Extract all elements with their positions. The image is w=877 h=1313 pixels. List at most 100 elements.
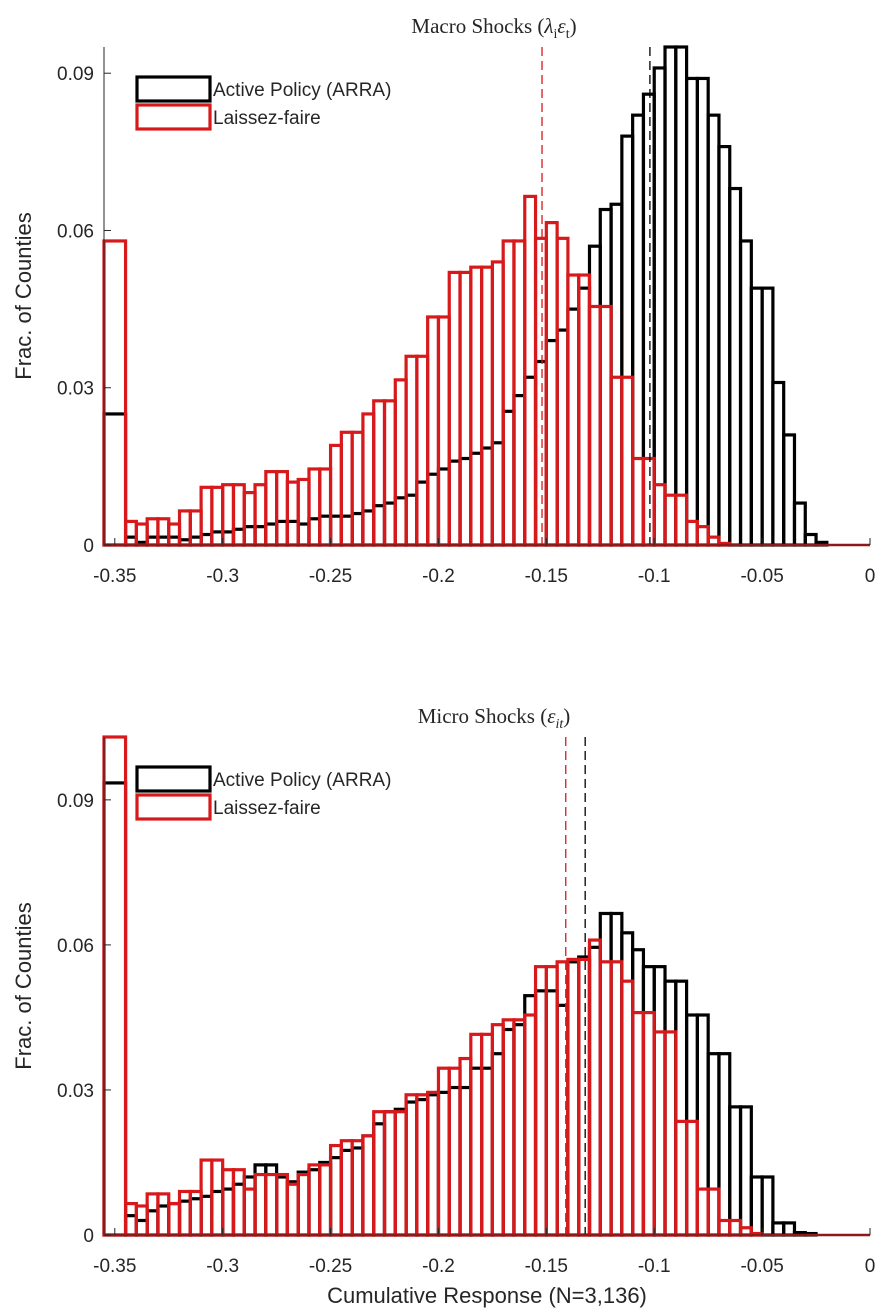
histogram-bar <box>361 412 376 547</box>
histogram-bar <box>512 394 527 547</box>
histogram-bar <box>684 1013 699 1237</box>
histogram-bar <box>426 1090 441 1237</box>
panel-micro-shocks: -0.35 -0.3 -0.25 -0.2 -0.15 -0.1 -0.05 0 0 0.03 0.… <box>11 704 875 1308</box>
histogram-bar <box>426 315 441 547</box>
histogram-bar <box>242 1187 257 1237</box>
x-tick-label: -0.2 <box>422 566 455 587</box>
histogram-bar <box>393 1110 408 1237</box>
histogram-bar <box>393 378 408 547</box>
histogram-bar <box>372 1110 387 1237</box>
histogram-bar <box>501 409 516 547</box>
histogram-bar <box>587 938 602 1237</box>
x-tick-label: -0.35 <box>93 1256 136 1277</box>
histogram-bar <box>598 960 613 1237</box>
y-axis-label: Frac. of Counties <box>11 212 36 380</box>
histogram-bar <box>318 467 333 547</box>
histogram-bar <box>652 483 667 547</box>
x-tick-label: -0.05 <box>740 566 783 587</box>
histogram-bar <box>663 493 678 547</box>
histogram-bar <box>458 270 473 547</box>
x-tick-label: -0.2 <box>422 1256 455 1277</box>
x-tick-label: -0.3 <box>206 566 239 587</box>
histogram-bar <box>188 1197 203 1237</box>
histogram-bar <box>339 514 354 547</box>
histogram-bar <box>544 989 559 1237</box>
histogram-bar <box>587 244 602 547</box>
histogram-bar <box>242 490 257 547</box>
histogram-bar <box>339 1139 354 1237</box>
histogram-bar <box>555 960 570 1237</box>
histogram-bar <box>620 375 635 547</box>
x-tick-label: -0.25 <box>309 566 352 587</box>
histogram-bar <box>275 1175 290 1237</box>
histogram-bar <box>167 1201 182 1237</box>
histogram-bar <box>210 1158 225 1237</box>
histogram-bar <box>566 273 581 547</box>
histogram-bar <box>275 1172 290 1237</box>
histogram-bar <box>167 522 182 547</box>
histogram-bar <box>285 480 300 547</box>
histogram-bar <box>587 304 602 547</box>
histogram-bar <box>167 1201 182 1237</box>
histogram-bar <box>221 1168 236 1237</box>
histogram-bar <box>404 493 419 547</box>
histogram-bar <box>512 1018 527 1237</box>
histogram-bar <box>620 979 635 1237</box>
histogram-bar <box>533 236 548 547</box>
histogram-bar <box>134 1218 149 1237</box>
histogram-bar <box>404 1100 419 1237</box>
histogram-bar <box>566 957 581 1237</box>
x-tick-label: -0.15 <box>525 566 568 587</box>
histogram-bar <box>469 1032 484 1237</box>
y-tick-label: 0.06 <box>57 936 94 957</box>
histogram-bar <box>631 113 646 547</box>
histogram-bar <box>598 304 613 547</box>
histogram-bar <box>728 186 743 547</box>
histogram-bar <box>307 1163 322 1237</box>
histogram-bar <box>469 1066 484 1237</box>
histogram-bar <box>706 1187 721 1237</box>
histogram-bar <box>706 1052 721 1237</box>
chart-title: Macro Shocks (λiεt) <box>411 14 576 42</box>
histogram-bar <box>620 134 635 547</box>
histogram-bar <box>577 286 592 547</box>
histogram-bar <box>221 530 236 547</box>
histogram-bar <box>695 76 710 547</box>
x-tick-label: 0 <box>865 1256 876 1277</box>
histogram-bar <box>436 1090 451 1237</box>
histogram-bar <box>361 1134 376 1237</box>
histogram-bar <box>231 527 246 547</box>
histogram-bar <box>372 1122 387 1237</box>
histogram-bar <box>523 994 538 1237</box>
x-tick-label: -0.35 <box>93 566 136 587</box>
histogram-bar <box>426 472 441 547</box>
histogram-bar <box>598 207 613 547</box>
histogram-bar <box>480 265 494 547</box>
x-tick-label: -0.15 <box>525 1256 568 1277</box>
histogram-bar <box>231 1168 246 1237</box>
histogram-bar <box>415 1093 430 1237</box>
histogram-bar <box>771 380 786 547</box>
histogram-bar <box>285 519 300 547</box>
histogram-bar <box>674 1119 689 1237</box>
histogram-bar <box>361 1134 376 1237</box>
histogram-bar <box>123 1214 138 1237</box>
histogram-bar <box>156 1192 171 1237</box>
histogram-bar <box>339 430 354 547</box>
histogram-bar <box>307 467 322 547</box>
histogram-bar <box>609 960 624 1237</box>
histogram-bar <box>253 525 268 547</box>
histogram-bar <box>717 145 732 547</box>
histogram-bar <box>210 485 225 547</box>
legend-swatch <box>135 75 212 103</box>
histogram-bar <box>501 1018 516 1237</box>
legend: Active Policy (ARRA) Laissez-faire <box>135 75 391 131</box>
histogram-bar <box>641 1010 656 1237</box>
histogram-bar <box>652 1030 667 1237</box>
x-tick-label: -0.3 <box>206 1256 239 1277</box>
legend-swatch <box>135 765 212 793</box>
histogram-bar <box>253 1172 268 1237</box>
histogram-bar <box>404 1093 419 1237</box>
histogram-bar <box>663 45 678 547</box>
histogram-bar <box>210 530 225 547</box>
